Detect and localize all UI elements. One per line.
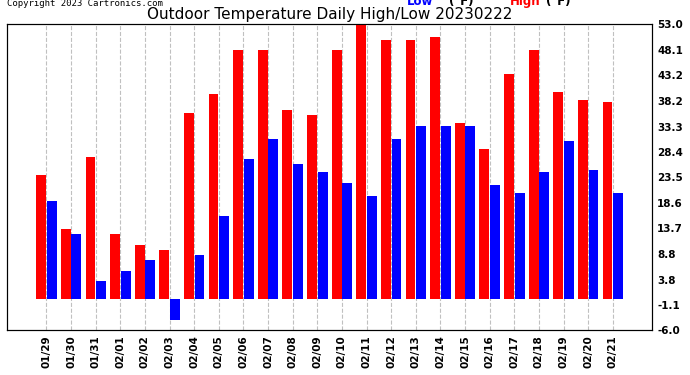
Bar	[72, 234, 81, 299]
Bar	[317, 172, 328, 299]
Bar	[589, 170, 598, 299]
Bar	[406, 40, 415, 299]
Bar	[47, 201, 57, 299]
Bar	[480, 149, 489, 299]
Text: High: High	[511, 0, 541, 8]
Bar	[293, 165, 303, 299]
Bar	[208, 94, 219, 299]
Bar	[86, 157, 95, 299]
Title: Outdoor Temperature Daily High/Low 20230222: Outdoor Temperature Daily High/Low 20230…	[147, 7, 512, 22]
Bar	[441, 126, 451, 299]
Bar	[184, 112, 194, 299]
Bar	[416, 126, 426, 299]
Bar	[613, 193, 623, 299]
Bar	[268, 138, 278, 299]
Bar	[602, 102, 613, 299]
Text: (°F): (°F)	[449, 0, 473, 8]
Bar	[195, 255, 204, 299]
Bar	[110, 234, 120, 299]
Bar	[529, 50, 538, 299]
Bar	[564, 141, 574, 299]
Bar	[332, 50, 342, 299]
Bar	[515, 193, 524, 299]
Bar	[219, 216, 229, 299]
Bar	[170, 299, 180, 320]
Bar	[455, 123, 464, 299]
Text: (°F): (°F)	[546, 0, 571, 8]
Bar	[61, 229, 71, 299]
Bar	[342, 183, 352, 299]
Bar	[282, 110, 293, 299]
Bar	[258, 50, 268, 299]
Bar	[356, 20, 366, 299]
Bar	[391, 138, 402, 299]
Bar	[121, 271, 130, 299]
Bar	[135, 245, 145, 299]
Bar	[307, 115, 317, 299]
Bar	[381, 40, 391, 299]
Bar	[367, 195, 377, 299]
Bar	[233, 50, 243, 299]
Bar	[466, 126, 475, 299]
Bar	[490, 185, 500, 299]
Bar	[244, 159, 254, 299]
Text: Copyright 2023 Cartronics.com: Copyright 2023 Cartronics.com	[7, 0, 163, 8]
Text: Low: Low	[407, 0, 433, 8]
Bar	[504, 74, 514, 299]
Bar	[540, 172, 549, 299]
Bar	[430, 38, 440, 299]
Bar	[159, 250, 169, 299]
Bar	[146, 260, 155, 299]
Bar	[96, 281, 106, 299]
Bar	[578, 100, 588, 299]
Bar	[553, 92, 563, 299]
Bar	[37, 175, 46, 299]
